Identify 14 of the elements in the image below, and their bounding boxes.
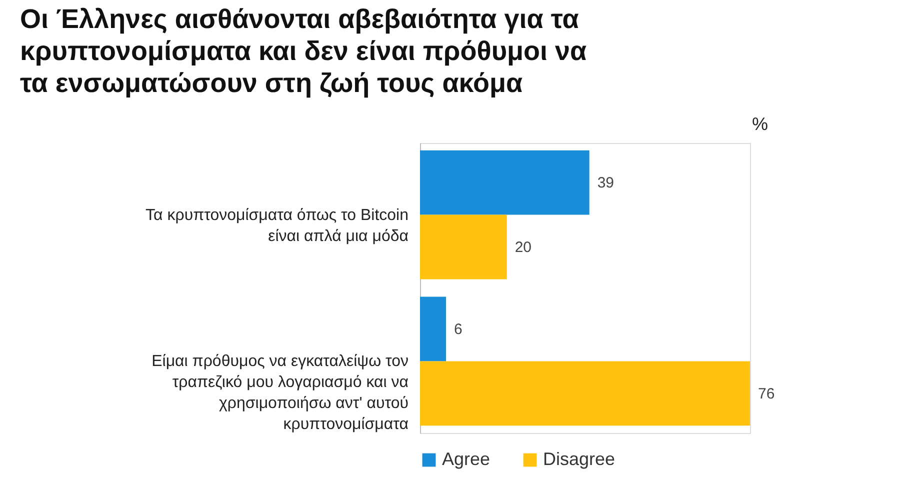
bar	[420, 296, 446, 362]
data-label: 39	[597, 174, 614, 192]
chart-title: Οι Έλληνες αισθάνονται αβεβαιότητα για τα κρυπτονομίσματα και δεν είναι πρόθυμοι να τα ενσωματώσουν στη ζωή τους ακόμα	[20, 4, 588, 98]
bar	[420, 214, 507, 280]
bar	[420, 361, 750, 426]
data-label: 20	[514, 238, 532, 256]
data-label: 76	[758, 385, 775, 402]
y-tick-label: Τα κρυπτονομίσματα όπως το Bitcoin είναι απλά μια μόδα	[146, 206, 408, 245]
legend-label: Disagree	[543, 449, 616, 469]
text: %	[752, 114, 768, 134]
legend-label: Agree	[442, 449, 490, 469]
bar	[420, 150, 590, 215]
y-tick-label: Είμαι πρόθυμος να εγκαταλείψω τον τραπεζικό μου λογαριασμό και να χρησιμοποιήσω αντ' αυτού κρυπτονομίσματα	[152, 353, 408, 434]
data-label: 6	[454, 321, 462, 338]
